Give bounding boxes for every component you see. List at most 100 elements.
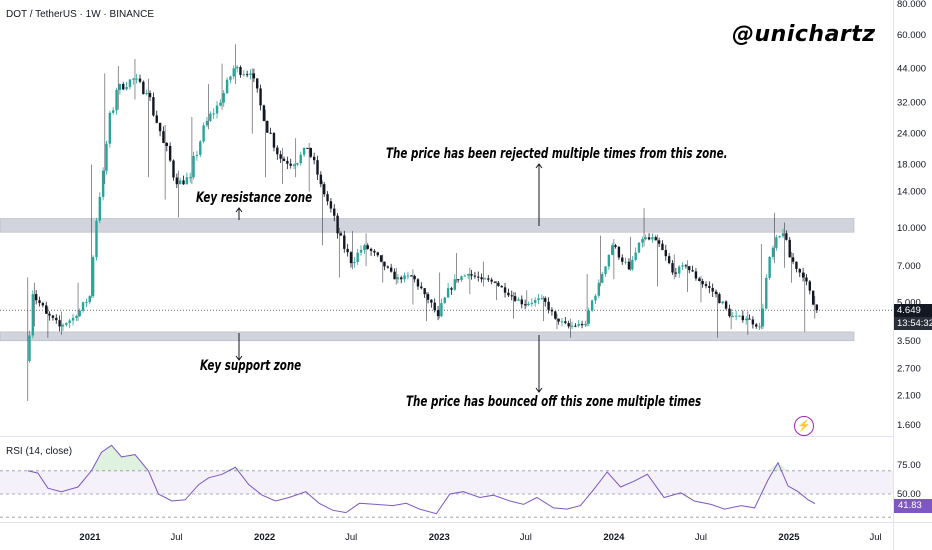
candle-body xyxy=(768,256,771,278)
candle-body xyxy=(661,243,664,251)
candle-body xyxy=(178,180,182,185)
candle-body xyxy=(262,105,266,121)
candle-body xyxy=(282,158,286,161)
candle-body xyxy=(607,254,611,267)
candle-body xyxy=(761,308,765,327)
candle-body xyxy=(788,239,791,258)
candle-body xyxy=(286,160,289,164)
candle-body xyxy=(594,295,597,301)
candle-body xyxy=(189,177,192,179)
candle-body xyxy=(781,233,785,237)
time-tick-label: 2025 xyxy=(778,532,800,543)
candle-body xyxy=(356,252,359,263)
candle-body xyxy=(333,208,336,216)
candle-body xyxy=(443,297,446,304)
price-tick-label: 80.000 xyxy=(897,0,926,10)
candle-body xyxy=(112,110,115,113)
candle-body xyxy=(55,317,58,321)
candle-body xyxy=(433,302,436,311)
arrow-bounced xyxy=(535,335,543,393)
candle-body xyxy=(627,261,631,270)
candle-body xyxy=(667,256,671,264)
candle-body xyxy=(222,93,225,103)
rsi-tick-label: 75.00 xyxy=(897,460,921,471)
candle-body xyxy=(597,282,601,296)
rsi-overbought-fill xyxy=(27,445,815,471)
candle-body xyxy=(714,291,718,295)
candle-body xyxy=(664,250,668,257)
time-tick-label: Jul xyxy=(171,532,183,543)
price-tick-label: 44.000 xyxy=(897,63,926,74)
candle-body xyxy=(48,313,51,316)
candle-body xyxy=(420,286,423,289)
candle-body xyxy=(483,278,487,280)
rsi-value-tag: 41.83 xyxy=(894,499,932,513)
candle-body xyxy=(540,298,544,300)
candle-body xyxy=(406,275,410,277)
candle-body xyxy=(436,310,440,317)
time-tick-label: Jul xyxy=(870,532,882,543)
candle-body xyxy=(393,271,396,280)
candle-body xyxy=(527,303,530,305)
candle-body xyxy=(651,237,654,240)
candle-body xyxy=(416,279,420,287)
candle-body xyxy=(477,276,480,278)
candle-body xyxy=(798,268,801,273)
candle-body xyxy=(98,196,102,221)
candle-body xyxy=(209,113,212,121)
candle-body xyxy=(326,194,329,202)
candle-body xyxy=(369,248,373,251)
candle-body xyxy=(503,287,507,293)
candle-body xyxy=(142,81,145,95)
candle-body xyxy=(671,263,674,273)
candle-body xyxy=(430,299,433,303)
candle-body xyxy=(523,304,527,306)
support-zone xyxy=(0,331,855,342)
candle-body xyxy=(162,131,165,143)
candle-body xyxy=(101,170,105,197)
rsi-line xyxy=(27,444,816,515)
candle-body xyxy=(302,147,306,155)
candle-body xyxy=(497,282,500,286)
candle-body xyxy=(346,248,349,253)
candle-body xyxy=(379,255,383,262)
candle-body xyxy=(688,266,691,271)
candle-body xyxy=(31,294,35,336)
candle-body xyxy=(741,315,745,321)
candle-body xyxy=(413,275,416,280)
annotation-resistance: Key resistance zone xyxy=(196,190,313,206)
time-tick-label: 2022 xyxy=(254,532,275,543)
candle-body xyxy=(195,154,199,156)
candle-body xyxy=(312,156,316,161)
candle-body xyxy=(587,310,590,324)
candle-body xyxy=(654,237,657,241)
candle-body xyxy=(577,323,580,326)
candle-body xyxy=(570,325,574,327)
candle-body xyxy=(95,220,98,258)
arrow-resistance-head xyxy=(235,207,243,213)
arrow-rejected xyxy=(535,163,543,226)
candle-body xyxy=(322,184,326,195)
lightning-icon[interactable]: ⚡ xyxy=(794,416,814,436)
candle-body xyxy=(530,302,534,304)
time-tick-label: Jul xyxy=(695,532,707,543)
candle-body xyxy=(621,257,624,262)
candle-body xyxy=(456,279,460,281)
candle-body xyxy=(426,294,430,300)
candle-body xyxy=(232,68,235,77)
candle-body xyxy=(791,257,795,262)
candle-body xyxy=(289,163,292,166)
candle-body xyxy=(590,300,594,311)
candle-body xyxy=(65,323,68,325)
candle-body xyxy=(755,324,758,327)
candle-body xyxy=(493,281,497,283)
candle-body xyxy=(296,163,299,165)
candle-body xyxy=(507,292,510,296)
candle-body xyxy=(634,252,637,260)
candle-body xyxy=(554,311,557,319)
candle-body xyxy=(68,320,71,324)
candle-body xyxy=(343,235,346,249)
candle-body xyxy=(510,295,513,297)
